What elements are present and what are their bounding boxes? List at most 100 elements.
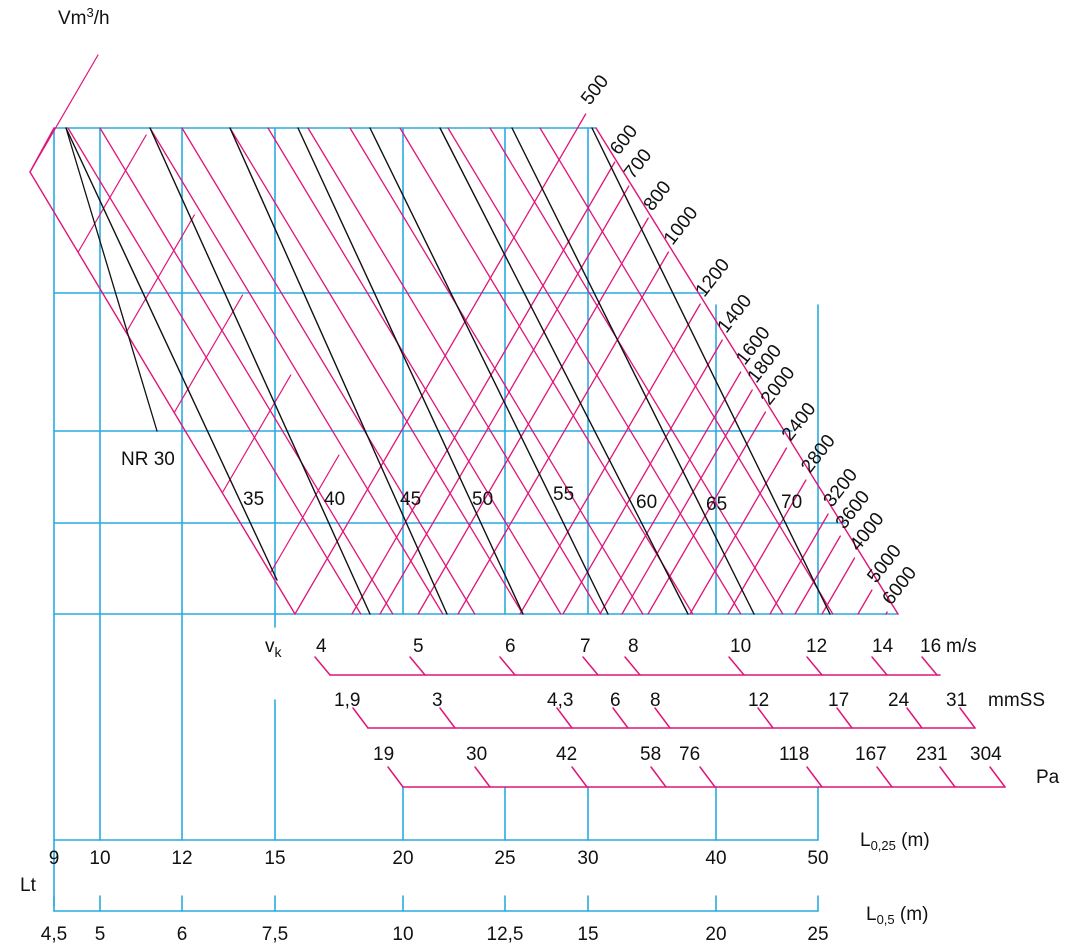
cross-line (77, 134, 147, 253)
noise-label: 65 (706, 494, 727, 515)
airflow-line (821, 557, 856, 615)
cross-line (539, 127, 834, 615)
noise-line (439, 127, 689, 615)
lt-label: Lt (20, 875, 37, 896)
l025-tick-label: 10 (89, 848, 110, 869)
pa-tick-label: 19 (373, 744, 394, 765)
pa-tick (474, 766, 491, 788)
pa-tick (939, 766, 956, 788)
cross-line (99, 127, 394, 615)
cross-line (270, 454, 340, 573)
pa-tick-label: 58 (640, 744, 661, 765)
mmss-tick-label: 1,9 (334, 690, 360, 711)
velocity-tick (921, 656, 938, 676)
noise-line (229, 127, 448, 615)
l025-tick-label: 40 (705, 848, 726, 869)
noise-label: 55 (553, 484, 574, 505)
chart-outline (595, 127, 899, 615)
pa-tick (571, 766, 588, 788)
mmss-tick (654, 707, 671, 729)
airflow-line (379, 185, 630, 615)
airflow-line (857, 589, 873, 615)
pa-tick-label: 167 (855, 744, 887, 765)
airflow-label: 2400 (778, 399, 821, 445)
l025-axis-title: L0,25 (m) (860, 830, 930, 853)
pa-tick (650, 766, 667, 788)
velocity-tick (499, 656, 516, 676)
mmss-tick (612, 707, 629, 729)
airflow-line (457, 251, 670, 615)
l05-tick-label: 15 (577, 924, 598, 945)
cross-line (399, 127, 694, 615)
cross-line (307, 127, 602, 615)
mmss-tick (906, 707, 923, 729)
pa-tick-label: 118 (779, 744, 809, 765)
airflow-line (885, 611, 888, 615)
pa-tick (806, 766, 823, 788)
noise-line (511, 127, 755, 615)
pa-tick (699, 766, 716, 788)
noise-label: 35 (243, 489, 264, 510)
noise-label: 50 (472, 489, 493, 510)
nr-label: NR 30 (121, 449, 175, 470)
pa-tick (387, 766, 404, 788)
l025-tick-label: 25 (494, 848, 515, 869)
pa-tick (989, 766, 1006, 788)
mmss-unit: mmSS (988, 690, 1045, 711)
l025-tick-label: 15 (264, 848, 285, 869)
mmss-tick (439, 707, 456, 729)
noise-line (65, 127, 278, 581)
noise-label: 45 (400, 489, 421, 510)
cross-line (149, 127, 444, 615)
grid-layer (53, 127, 899, 907)
velocity-tick-label: 12 (806, 636, 827, 657)
l05-tick-label: 5 (95, 924, 106, 945)
mmss-tick-label: 3 (432, 690, 443, 711)
cross-line (447, 127, 742, 615)
pa-tick (876, 766, 893, 788)
airflow-line (351, 161, 616, 615)
velocity-tick-label: 10 (730, 636, 751, 657)
airflow-line (794, 535, 841, 615)
airflow-line (769, 513, 829, 615)
airflow-line (294, 113, 587, 615)
airflow-lines-layer (29, 54, 899, 615)
airflow-line (621, 389, 753, 615)
l025-tick-label: 12 (171, 848, 192, 869)
airflow-line (647, 411, 767, 615)
mmss-tick-label: 24 (888, 690, 910, 711)
vk-label: vk (265, 636, 283, 660)
cross-line (125, 214, 195, 333)
l025-tick-label: 50 (807, 848, 828, 869)
noise-lines-layer (65, 127, 831, 615)
l025-tick-label: 9 (49, 848, 60, 869)
pa-tick-label: 231 (916, 744, 948, 765)
velocity-tick (409, 656, 426, 676)
cross-line (29, 54, 99, 173)
velocity-tick (582, 656, 599, 676)
noise-line (149, 127, 371, 615)
chart-outline (29, 171, 296, 615)
pa-tick-label: 42 (556, 744, 577, 765)
noise-label: 40 (324, 489, 345, 510)
pa-unit: Pa (1036, 767, 1060, 788)
pa-tick-label: 304 (970, 744, 1002, 765)
airflow-label: 800 (640, 177, 676, 215)
cross-line (181, 127, 476, 615)
noise-line (369, 127, 609, 615)
velocity-tick (728, 656, 745, 676)
cross-line (489, 127, 784, 615)
cross-line (67, 127, 362, 615)
airflow-line (599, 371, 742, 615)
l05-tick-label: 20 (705, 924, 726, 945)
cross-line (349, 127, 644, 615)
mmss-tick (959, 707, 976, 729)
noise-line (591, 127, 831, 615)
l05-tick-label: 4,5 (41, 924, 67, 945)
mmss-tick-label: 4,3 (547, 690, 573, 711)
velocity-tick (314, 656, 331, 676)
cross-line (173, 294, 244, 413)
velocity-tick-label: 4 (316, 636, 327, 657)
noise-line (297, 127, 524, 615)
scales-layer (53, 656, 1006, 912)
